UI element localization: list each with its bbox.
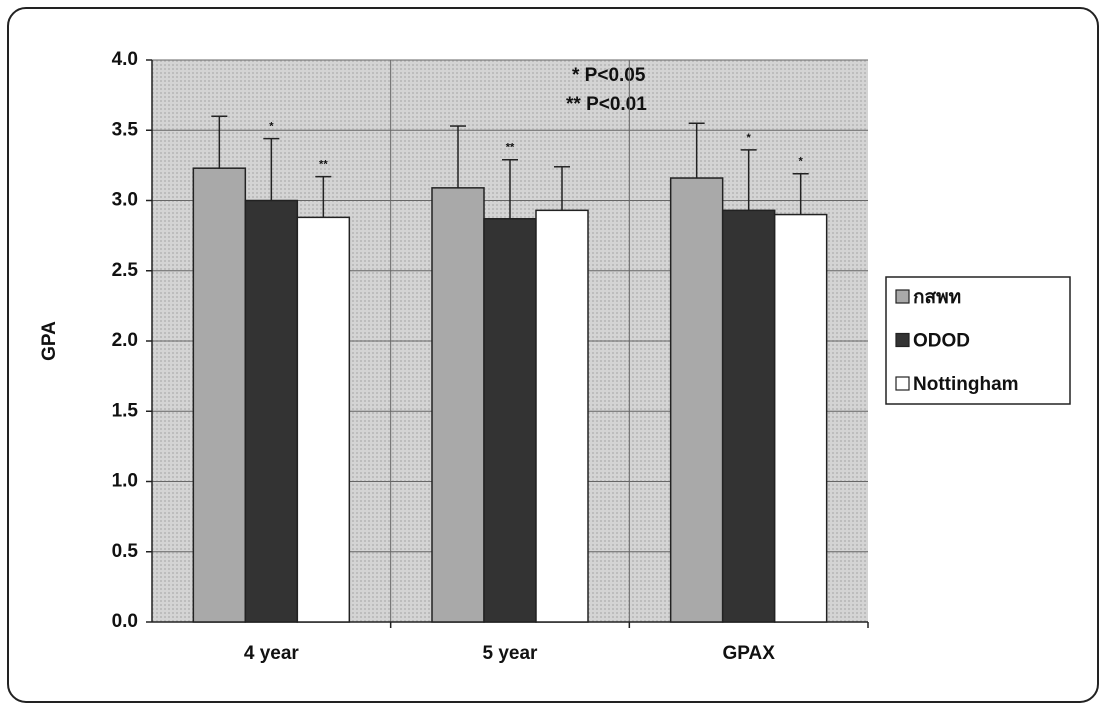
significance-label: *: [269, 121, 274, 133]
y-tick-label: 4.0: [112, 49, 138, 70]
x-tick-label: 4 year: [244, 643, 300, 664]
bar: [721, 209, 776, 623]
y-tick-label: 3.5: [112, 119, 139, 140]
legend: [885, 276, 1071, 405]
bar: [669, 177, 724, 623]
annotation: ** P<0.01: [566, 94, 647, 115]
legend-swatch: [895, 376, 910, 391]
bar: [483, 218, 537, 623]
y-tick-label: 3.0: [112, 190, 138, 211]
bar: [296, 216, 351, 623]
significance-label: **: [319, 159, 328, 171]
y-tick-label: 0.0: [112, 611, 138, 632]
legend-label: กสพท: [913, 287, 961, 308]
bar: [192, 167, 247, 623]
y-tick-label: 0.5: [112, 541, 139, 562]
legend-label: Nottingham: [913, 374, 1019, 395]
bar: [244, 199, 299, 623]
significance-label: *: [799, 156, 804, 168]
legend-swatch: [895, 289, 910, 304]
y-tick-label: 1.5: [112, 400, 139, 421]
significance-label: **: [506, 142, 515, 154]
significance-label: *: [747, 132, 752, 144]
y-tick-label: 1.0: [112, 471, 138, 492]
bar: [535, 209, 589, 623]
x-tick-label: 5 year: [483, 643, 539, 664]
y-tick-label: 2.5: [112, 260, 139, 281]
y-axis-label: GPA: [39, 321, 60, 361]
x-tick-label: GPAX: [722, 643, 775, 664]
bar: [431, 187, 485, 623]
bar: [773, 213, 828, 623]
y-tick-label: 2.0: [112, 330, 138, 351]
annotation: * P<0.05: [572, 65, 646, 86]
legend-label: ODOD: [913, 331, 970, 352]
legend-swatch: [895, 332, 910, 348]
